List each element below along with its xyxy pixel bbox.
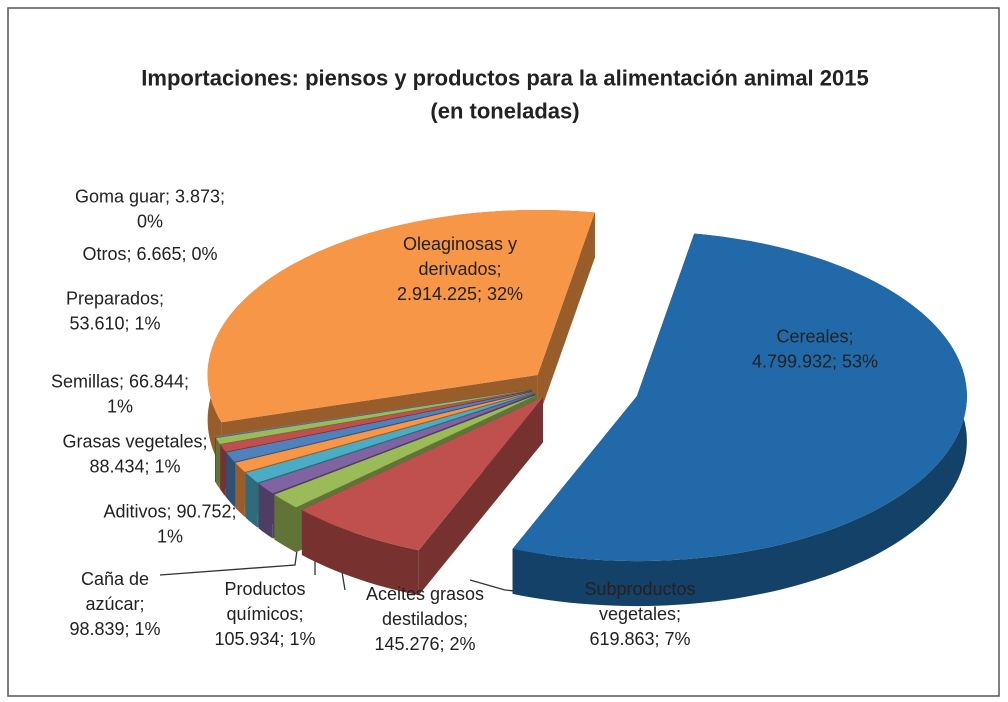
slice-side [216,438,220,489]
slice [220,390,532,452]
slice [226,391,533,462]
labels: Cereales; 4.799.932; 53% Subproductos veget… [51,186,878,654]
pie [207,210,967,607]
data-label: Preparados; 53.610; 1% [66,288,164,333]
slice-side [226,452,235,507]
slice [301,397,543,551]
data-label: Goma guar; 3.873; 0% [75,186,225,231]
data-label: Semillas; 66.844; 1% [51,371,189,416]
slice [235,391,534,472]
data-label: Aceites grasos destilados; 145.276; 2% [366,584,484,654]
data-label: Caña de azúcar; 98.839; 1% [69,569,160,639]
slice-side [220,444,226,497]
data-label: Grasas vegetales; 88.434; 1% [62,431,207,476]
slice-side [537,212,595,420]
slice-side [274,494,296,553]
slice [274,394,538,508]
slice-side [245,472,258,528]
slice [258,393,536,494]
slice [215,389,532,437]
slice-side [235,462,245,517]
slice [216,389,532,444]
slice-side [301,510,419,596]
data-label: Aditivos; 90.752; 1% [103,501,236,546]
data-label: Oleaginosas y derivados; 2.914.225; 32% [397,234,523,304]
slice [215,389,532,438]
slice [512,233,967,562]
slice-side [512,233,967,607]
data-label: Subproductos vegetales; 619.863; 7% [584,579,695,649]
data-label: Otros; 6.665; 0% [82,244,217,264]
data-label: Productos químicos; 105.934; 1% [214,579,315,649]
slice [207,210,595,423]
chart-title: Importaciones: piensos y productos para … [141,65,868,123]
slice [245,392,535,483]
data-label: Cereales; 4.799.932; 53% [752,326,878,371]
slice-side [258,483,273,539]
